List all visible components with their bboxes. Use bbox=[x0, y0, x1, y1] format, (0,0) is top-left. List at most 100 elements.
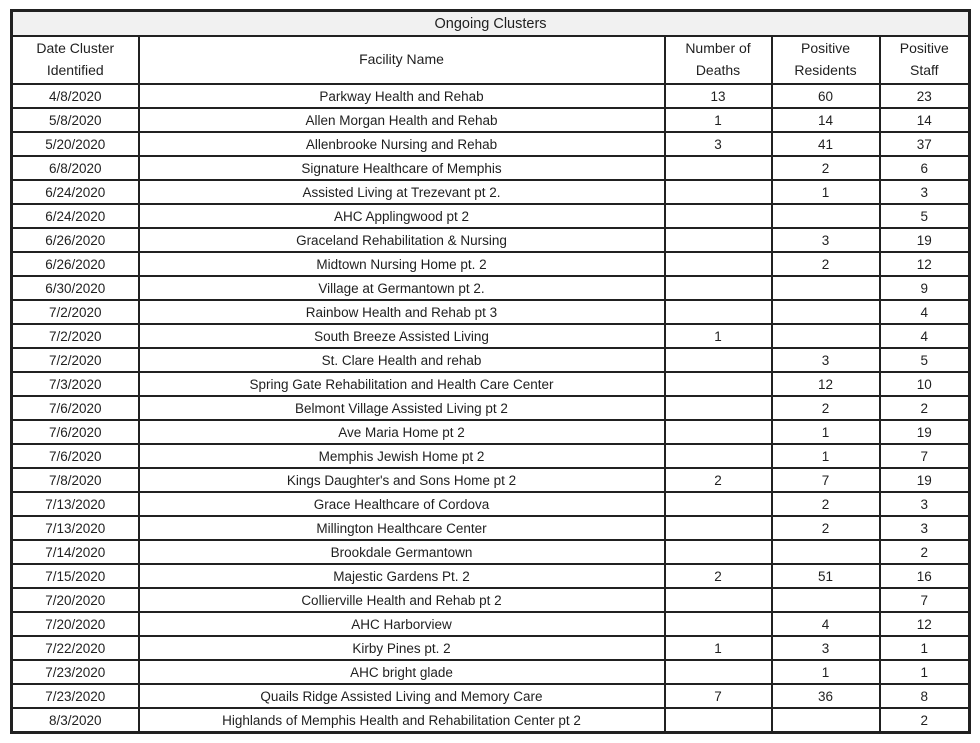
cell-number-of-deaths bbox=[663, 179, 773, 205]
table-row: 7/20/2020 Collierville Health and Rehab p… bbox=[10, 587, 971, 613]
cell-number-of-deaths bbox=[663, 419, 773, 445]
cell-positive-residents bbox=[770, 323, 881, 349]
cell-facility-name: Brookdale Germantown bbox=[137, 539, 666, 565]
cell-positive-staff: 14 bbox=[878, 107, 971, 133]
cell-number-of-deaths bbox=[663, 443, 773, 469]
cell-date-cluster-identified: 7/2/2020 bbox=[10, 347, 140, 373]
cell-date-cluster-identified: 7/6/2020 bbox=[10, 419, 140, 445]
column-header-positive-staff: Positive Staff bbox=[878, 35, 971, 85]
cell-facility-name: AHC Harborview bbox=[137, 611, 666, 637]
cell-positive-residents: 60 bbox=[770, 83, 881, 109]
cell-facility-name: Allenbrooke Nursing and Rehab bbox=[137, 131, 666, 157]
table-row: 7/6/2020 Belmont Village Assisted Living … bbox=[10, 395, 971, 421]
cell-positive-staff: 19 bbox=[878, 419, 971, 445]
cell-positive-staff: 3 bbox=[878, 491, 971, 517]
cell-positive-staff: 3 bbox=[878, 515, 971, 541]
cell-positive-staff: 5 bbox=[878, 203, 971, 229]
table-row: 7/6/2020 Ave Maria Home pt 2 1 19 bbox=[10, 419, 971, 445]
cell-positive-staff: 19 bbox=[878, 467, 971, 493]
cell-positive-residents: 7 bbox=[770, 467, 881, 493]
cell-positive-residents bbox=[770, 707, 881, 734]
cell-positive-residents: 4 bbox=[770, 611, 881, 637]
cell-date-cluster-identified: 7/20/2020 bbox=[10, 611, 140, 637]
cell-positive-staff: 2 bbox=[878, 539, 971, 565]
table-row: 7/13/2020 Millington Healthcare Center 2 3 bbox=[10, 515, 971, 541]
cell-number-of-deaths bbox=[663, 539, 773, 565]
cell-date-cluster-identified: 5/8/2020 bbox=[10, 107, 140, 133]
cell-facility-name: AHC bright glade bbox=[137, 659, 666, 685]
cell-positive-residents: 2 bbox=[770, 155, 881, 181]
cell-date-cluster-identified: 6/26/2020 bbox=[10, 251, 140, 277]
table-header-row: Date Cluster Identified Facility Name Nu… bbox=[10, 35, 971, 85]
cell-date-cluster-identified: 7/14/2020 bbox=[10, 539, 140, 565]
cell-facility-name: Rainbow Health and Rehab pt 3 bbox=[137, 299, 666, 325]
table-row: 8/3/2020 Highlands of Memphis Health and … bbox=[10, 707, 971, 734]
table-row: 7/8/2020 Kings Daughter's and Sons Home p… bbox=[10, 467, 971, 493]
cell-date-cluster-identified: 7/22/2020 bbox=[10, 635, 140, 661]
table-row: 6/26/2020 Midtown Nursing Home pt. 2 2 12 bbox=[10, 251, 971, 277]
cell-facility-name: Assisted Living at Trezevant pt 2. bbox=[137, 179, 666, 205]
ongoing-clusters-table: Ongoing Clusters Date Cluster Identified… bbox=[10, 9, 972, 734]
cell-positive-staff: 8 bbox=[878, 683, 971, 709]
cell-positive-residents: 2 bbox=[770, 251, 881, 277]
cell-number-of-deaths: 2 bbox=[663, 563, 773, 589]
table-row: 6/30/2020 Village at Germantown pt 2. 9 bbox=[10, 275, 971, 301]
table-row: 6/26/2020 Graceland Rehabilitation & Nurs… bbox=[10, 227, 971, 253]
cell-facility-name: Highlands of Memphis Health and Rehabili… bbox=[137, 707, 666, 734]
cell-positive-staff: 2 bbox=[878, 395, 971, 421]
cell-positive-residents bbox=[770, 539, 881, 565]
cell-positive-residents: 1 bbox=[770, 179, 881, 205]
cell-positive-residents: 41 bbox=[770, 131, 881, 157]
cell-facility-name: Kirby Pines pt. 2 bbox=[137, 635, 666, 661]
cell-date-cluster-identified: 6/24/2020 bbox=[10, 203, 140, 229]
cell-facility-name: Millington Healthcare Center bbox=[137, 515, 666, 541]
cell-positive-staff: 1 bbox=[878, 659, 971, 685]
cell-number-of-deaths: 2 bbox=[663, 467, 773, 493]
table-row: 5/8/2020 Allen Morgan Health and Rehab 1 14… bbox=[10, 107, 971, 133]
cell-positive-residents: 1 bbox=[770, 443, 881, 469]
cell-positive-residents: 12 bbox=[770, 371, 881, 397]
cell-positive-staff: 23 bbox=[878, 83, 971, 109]
cell-number-of-deaths bbox=[663, 515, 773, 541]
cell-positive-staff: 7 bbox=[878, 443, 971, 469]
cell-facility-name: Majestic Gardens Pt. 2 bbox=[137, 563, 666, 589]
table-row: 6/24/2020 AHC Applingwood pt 2 5 bbox=[10, 203, 971, 229]
column-header-number-of-deaths: Number of Deaths bbox=[663, 35, 773, 85]
cell-facility-name: Midtown Nursing Home pt. 2 bbox=[137, 251, 666, 277]
table-row: 6/24/2020 Assisted Living at Trezevant pt… bbox=[10, 179, 971, 205]
cell-facility-name: South Breeze Assisted Living bbox=[137, 323, 666, 349]
table-title-row: Ongoing Clusters bbox=[10, 9, 971, 37]
table-row: 7/20/2020 AHC Harborview 4 12 bbox=[10, 611, 971, 637]
cell-positive-residents bbox=[770, 299, 881, 325]
cell-positive-residents: 14 bbox=[770, 107, 881, 133]
cell-positive-staff: 10 bbox=[878, 371, 971, 397]
column-header-facility-name: Facility Name bbox=[137, 35, 666, 85]
cell-number-of-deaths bbox=[663, 707, 773, 734]
cell-number-of-deaths bbox=[663, 203, 773, 229]
cell-date-cluster-identified: 7/2/2020 bbox=[10, 323, 140, 349]
cell-number-of-deaths bbox=[663, 155, 773, 181]
cell-date-cluster-identified: 6/24/2020 bbox=[10, 179, 140, 205]
cell-date-cluster-identified: 7/2/2020 bbox=[10, 299, 140, 325]
cell-number-of-deaths bbox=[663, 587, 773, 613]
cell-number-of-deaths bbox=[663, 371, 773, 397]
cell-facility-name: Parkway Health and Rehab bbox=[137, 83, 666, 109]
cell-positive-residents: 1 bbox=[770, 419, 881, 445]
table-row: 7/15/2020 Majestic Gardens Pt. 2 2 51 16 bbox=[10, 563, 971, 589]
cell-date-cluster-identified: 6/30/2020 bbox=[10, 275, 140, 301]
cell-number-of-deaths: 7 bbox=[663, 683, 773, 709]
cell-positive-staff: 2 bbox=[878, 707, 971, 734]
cell-positive-staff: 6 bbox=[878, 155, 971, 181]
cell-number-of-deaths bbox=[663, 611, 773, 637]
cell-positive-staff: 4 bbox=[878, 323, 971, 349]
cell-number-of-deaths bbox=[663, 491, 773, 517]
cell-number-of-deaths bbox=[663, 299, 773, 325]
cell-facility-name: Spring Gate Rehabilitation and Health Ca… bbox=[137, 371, 666, 397]
cell-number-of-deaths: 1 bbox=[663, 323, 773, 349]
cell-number-of-deaths: 1 bbox=[663, 635, 773, 661]
cell-date-cluster-identified: 6/26/2020 bbox=[10, 227, 140, 253]
column-header-positive-residents: Positive Residents bbox=[770, 35, 881, 85]
